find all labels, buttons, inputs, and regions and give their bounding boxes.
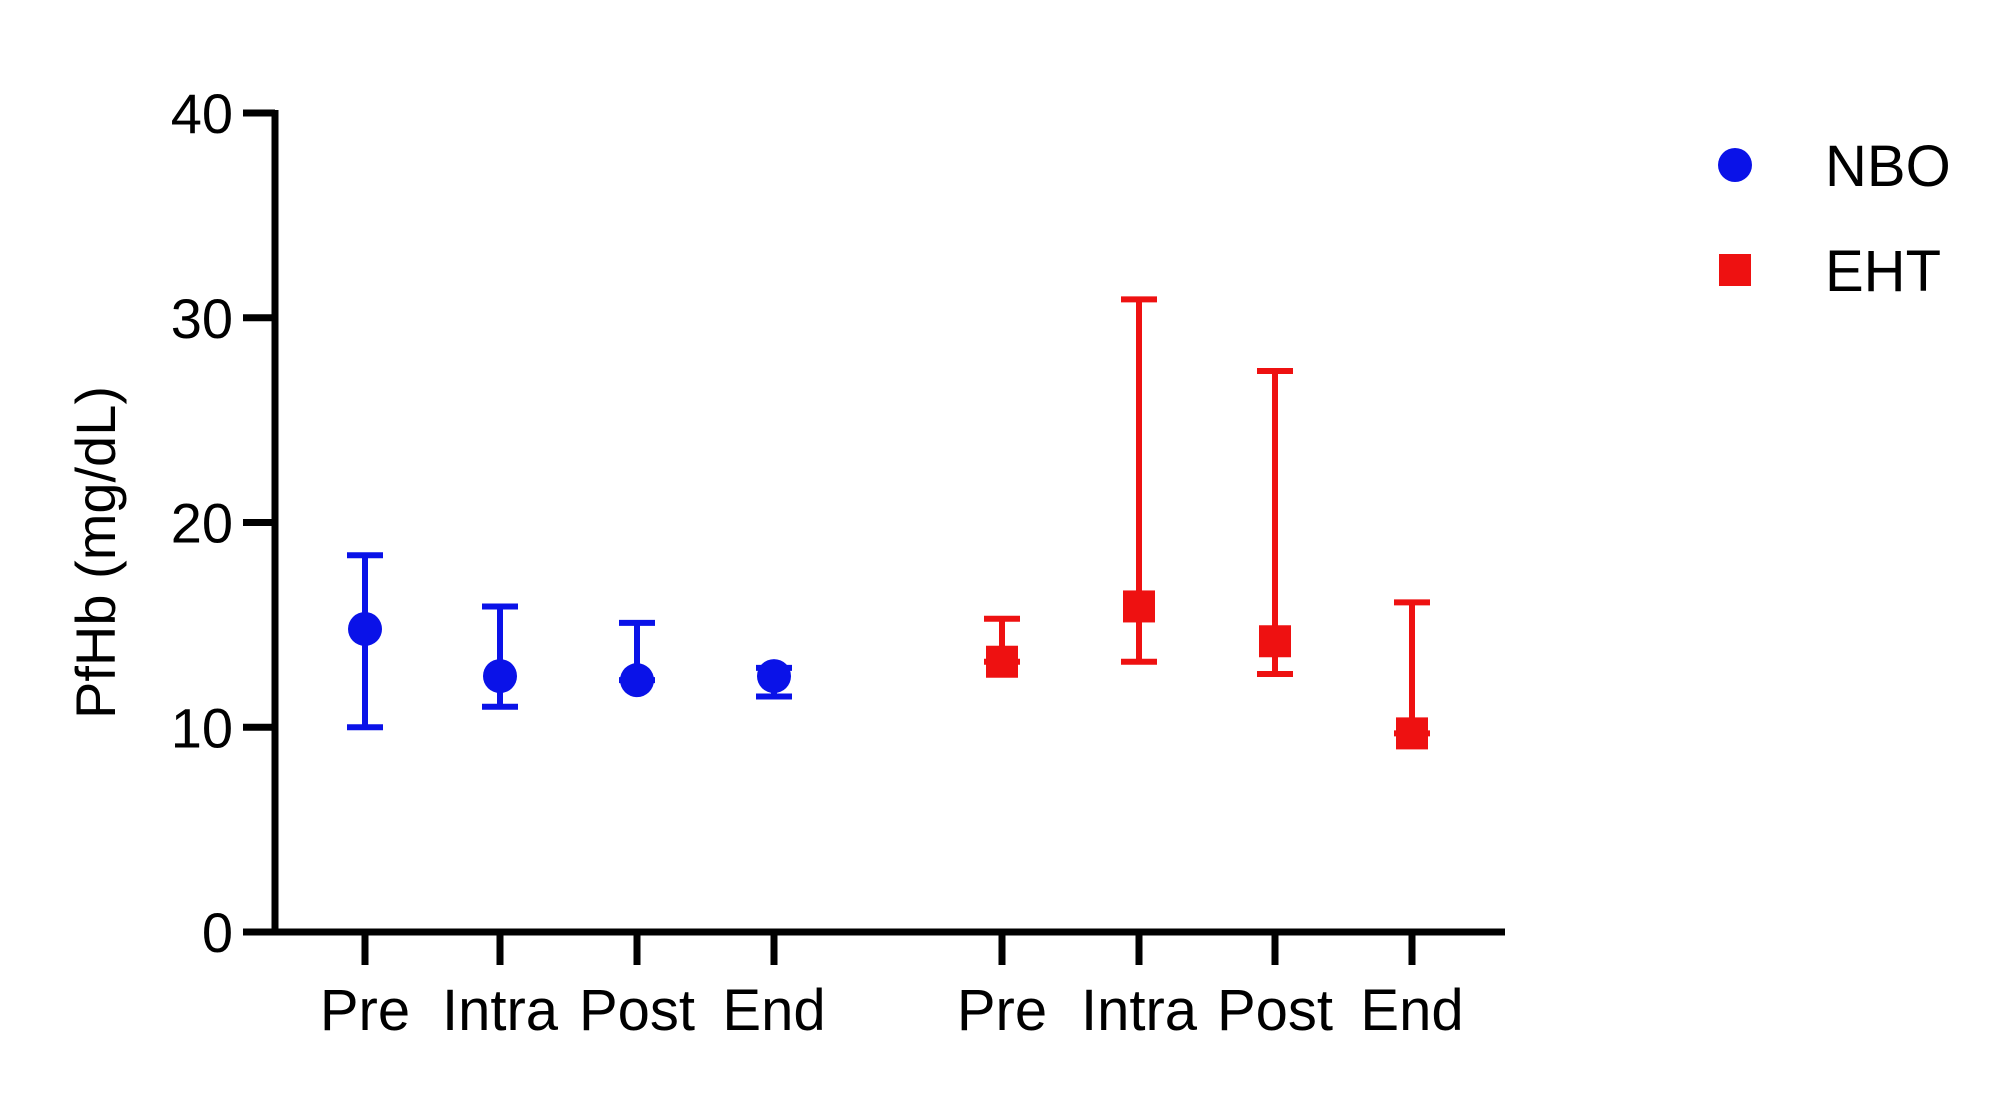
y-tick-label: 30 <box>171 287 233 350</box>
x-category-label: End <box>1360 978 1463 1043</box>
legend-marker-square <box>1719 254 1751 286</box>
legend-label: NBO <box>1825 134 1951 199</box>
plot-series <box>347 296 1430 750</box>
x-category-label: Intra <box>442 978 559 1043</box>
y-tick-label: 40 <box>171 82 233 145</box>
y-tick-label: 10 <box>171 696 233 759</box>
data-point-nbo <box>620 663 654 698</box>
x-category-label: Post <box>579 978 695 1043</box>
data-point-nbo <box>757 659 791 694</box>
x-category-label: Post <box>1217 978 1333 1043</box>
x-category-label: Pre <box>957 978 1047 1043</box>
legend-marker-circle <box>1718 148 1752 182</box>
legend-label: EHT <box>1825 239 1941 304</box>
x-category-label: End <box>722 978 825 1043</box>
data-point-eht <box>1123 590 1155 623</box>
data-point-eht <box>986 645 1018 678</box>
data-point-nbo <box>483 659 517 694</box>
data-point-nbo <box>348 611 382 646</box>
data-point-eht <box>1259 625 1291 658</box>
x-category-label: Pre <box>320 978 410 1043</box>
data-point-eht <box>1396 717 1428 750</box>
series-eht <box>984 296 1430 750</box>
y-axis-title: PfHb (mg/dL) <box>64 386 127 719</box>
series-nbo <box>347 552 792 731</box>
y-tick-label: 20 <box>171 492 233 555</box>
legend: NBO EHT <box>1718 134 1951 304</box>
x-category-label: Intra <box>1081 978 1198 1043</box>
axes: 0 10 20 30 40 PfHb (mg/dL) Pre Intra Post End Pre I… <box>64 82 1505 1043</box>
y-tick-label: 0 <box>202 901 233 964</box>
